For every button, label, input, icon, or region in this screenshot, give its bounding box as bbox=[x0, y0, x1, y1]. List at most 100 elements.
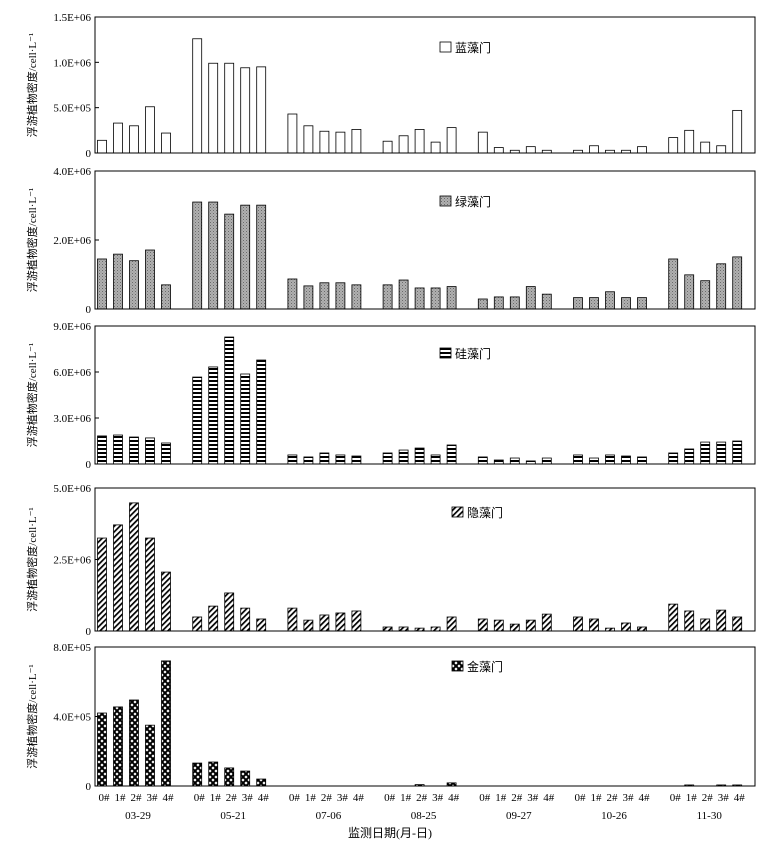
bar-panel1-date08-25-station0 bbox=[382, 140, 393, 154]
bar-panel2-date05-21-station4 bbox=[256, 204, 267, 310]
bar-panel3-date09-27-station1 bbox=[493, 459, 504, 465]
date-tick-label: 05-21 bbox=[220, 810, 246, 822]
y-tick-label: 0 bbox=[86, 148, 92, 160]
station-tick-label: 1# bbox=[591, 792, 603, 804]
date-tick-label: 03-29 bbox=[125, 810, 151, 822]
legend-label: 蓝藻门 bbox=[455, 40, 491, 55]
legend-swatch bbox=[451, 660, 464, 672]
bar-panel2-date07-06-station1 bbox=[303, 285, 314, 310]
bar-panel4-date10-26-station4 bbox=[637, 626, 647, 632]
y-tick-label: 3.0E+06 bbox=[53, 413, 91, 425]
station-tick-label: 4# bbox=[734, 792, 746, 804]
y-tick-label: 9.0E+06 bbox=[53, 321, 91, 333]
bar-panel4-date03-29-station3 bbox=[145, 537, 155, 632]
bar-panel2-date09-27-station3 bbox=[525, 286, 536, 310]
bar-panel1-date03-29-station0 bbox=[97, 139, 107, 154]
bar-panel1-date08-25-station1 bbox=[398, 135, 409, 154]
station-tick-label: 4# bbox=[353, 792, 365, 804]
chart-panels: 0 5.0E+05 1.0E+06 1.5E+06 浮游植物密度/cell·L⁻¹ 蓝藻门… bbox=[25, 12, 756, 793]
bar-panel1-date05-21-station3 bbox=[240, 67, 251, 154]
legend-swatch bbox=[439, 195, 452, 207]
bar-panel2-date09-27-station4 bbox=[541, 293, 552, 310]
station-tick-label: 3# bbox=[242, 792, 254, 804]
bar-panel2-date08-25-station3 bbox=[430, 287, 441, 310]
y-tick-label: 0 bbox=[86, 781, 92, 793]
bar-panel3-date09-27-station2 bbox=[509, 457, 520, 465]
bar-panel3-date10-26-station1 bbox=[589, 457, 599, 465]
bar-panel4-date03-29-station1 bbox=[113, 524, 123, 632]
bar-panel3-date11-30-station4 bbox=[732, 440, 743, 465]
station-tick-label: 1# bbox=[495, 792, 507, 804]
bar-panel5-date03-29-station1 bbox=[113, 706, 123, 787]
bar-panel3-date03-29-station4 bbox=[161, 442, 171, 465]
station-tick-label: 2# bbox=[607, 792, 619, 804]
y-tick-label: 5.0E+05 bbox=[53, 103, 91, 115]
bar-panel2-date05-21-station3 bbox=[240, 204, 251, 310]
station-tick-label: 1# bbox=[686, 792, 698, 804]
bar-panel2-date03-29-station0 bbox=[97, 258, 107, 310]
bar-panel3-date05-21-station3 bbox=[240, 373, 251, 465]
station-tick-label: 1# bbox=[210, 792, 222, 804]
bar-panel1-date03-29-station1 bbox=[113, 122, 123, 154]
chart-panel-1: 0 5.0E+05 1.0E+06 1.5E+06 浮游植物密度/cell·L⁻¹ 蓝藻门 bbox=[25, 12, 756, 160]
station-tick-label: 0# bbox=[670, 792, 682, 804]
bar-panel4-date05-21-station4 bbox=[256, 618, 267, 632]
date-tick-label: 10-26 bbox=[601, 810, 627, 822]
bar-panel2-date08-25-station1 bbox=[398, 279, 409, 310]
bar-panel2-date11-30-station0 bbox=[668, 258, 679, 310]
legend: 绿藻门 bbox=[439, 194, 491, 209]
bar-panel4-date07-06-station1 bbox=[303, 619, 314, 632]
station-tick-label: 4# bbox=[543, 792, 555, 804]
bar-panel3-date03-29-station2 bbox=[129, 436, 139, 465]
bar-panel3-date08-25-station2 bbox=[414, 447, 425, 465]
bar-panel1-date09-27-station3 bbox=[525, 146, 536, 154]
x-axis-label: 监测日期(月-日) bbox=[348, 826, 432, 840]
y-tick-label: 1.0E+06 bbox=[53, 57, 91, 69]
bar-panel3-date08-25-station0 bbox=[382, 452, 393, 465]
bar-panel3-date10-26-station4 bbox=[637, 456, 647, 465]
bar-panel4-date10-26-station3 bbox=[621, 622, 631, 632]
bar-panel2-date10-26-station4 bbox=[637, 297, 647, 310]
bar-panel3-date05-21-station4 bbox=[256, 359, 267, 465]
bar-panel1-date11-30-station1 bbox=[684, 129, 695, 154]
legend: 隐藻门 bbox=[451, 505, 503, 520]
bar-panel4-date08-25-station0 bbox=[382, 626, 393, 632]
y-tick-label: 6.0E+06 bbox=[53, 367, 91, 379]
bar-panel1-date09-27-station0 bbox=[477, 131, 488, 154]
bar-panel2-date03-29-station2 bbox=[129, 260, 139, 310]
bar-panel2-date09-27-station0 bbox=[477, 298, 488, 310]
station-tick-label: 3# bbox=[718, 792, 730, 804]
y-tick-label: 2.0E+06 bbox=[53, 235, 91, 247]
bar-panel1-date07-06-station1 bbox=[303, 125, 314, 154]
bar-panel3-date11-30-station0 bbox=[668, 452, 679, 465]
station-tick-label: 1# bbox=[115, 792, 127, 804]
bar-panel2-date05-21-station2 bbox=[224, 213, 235, 310]
bar-panel4-date11-30-station4 bbox=[732, 616, 743, 632]
bar-panel1-date07-06-station3 bbox=[335, 131, 346, 154]
bar-panel1-date07-06-station0 bbox=[287, 113, 298, 154]
station-tick-label: 0# bbox=[479, 792, 491, 804]
bar-panel4-date03-29-station0 bbox=[97, 537, 107, 632]
date-tick-label: 08-25 bbox=[411, 810, 437, 822]
bar-panel3-date11-30-station3 bbox=[716, 441, 727, 465]
station-tick-label: 3# bbox=[432, 792, 444, 804]
station-tick-label: 3# bbox=[623, 792, 635, 804]
bar-panel2-date07-06-station3 bbox=[335, 282, 346, 310]
plot-frame bbox=[94, 16, 756, 154]
bar-panel3-date05-21-station0 bbox=[192, 376, 203, 465]
bar-panel4-date08-25-station3 bbox=[430, 626, 441, 632]
bar-panel1-date09-27-station1 bbox=[493, 147, 504, 154]
bar-panel1-date10-26-station4 bbox=[637, 146, 647, 154]
station-tick-label: 1# bbox=[400, 792, 412, 804]
y-axis-label: 浮游植物密度/cell·L⁻¹ bbox=[25, 343, 39, 447]
legend-swatch bbox=[451, 506, 464, 518]
bar-panel1-date08-25-station2 bbox=[414, 129, 425, 154]
station-tick-label: 0# bbox=[194, 792, 206, 804]
y-tick-label: 0 bbox=[86, 626, 92, 638]
bar-panel4-date09-27-station0 bbox=[477, 618, 488, 632]
bar-panel2-date07-06-station4 bbox=[351, 284, 362, 310]
bar-panel1-date03-29-station4 bbox=[161, 132, 171, 154]
bar-panel4-date09-27-station3 bbox=[525, 619, 536, 632]
bar-panel5-date05-21-station4 bbox=[256, 778, 267, 787]
bar-panel4-date11-30-station0 bbox=[668, 603, 679, 632]
